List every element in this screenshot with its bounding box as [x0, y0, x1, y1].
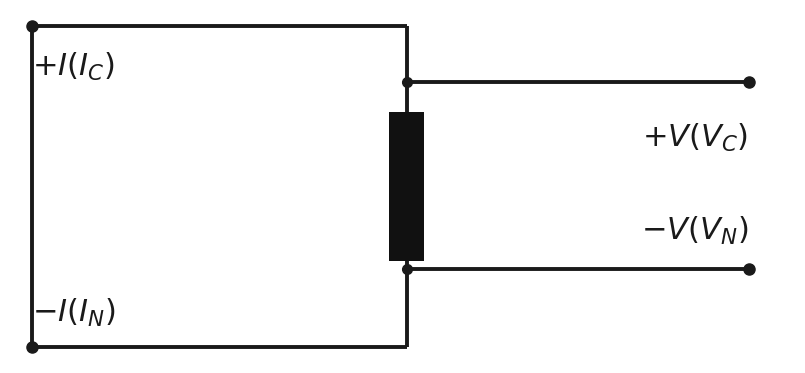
Text: $-I(I_N)$: $-I(I_N)$ — [32, 297, 116, 329]
Text: $+I(I_C)$: $+I(I_C)$ — [32, 51, 114, 83]
Text: $-V(V_N)$: $-V(V_N)$ — [642, 215, 749, 247]
Bar — [389, 112, 424, 261]
Text: $+V(V_C)$: $+V(V_C)$ — [642, 122, 749, 154]
